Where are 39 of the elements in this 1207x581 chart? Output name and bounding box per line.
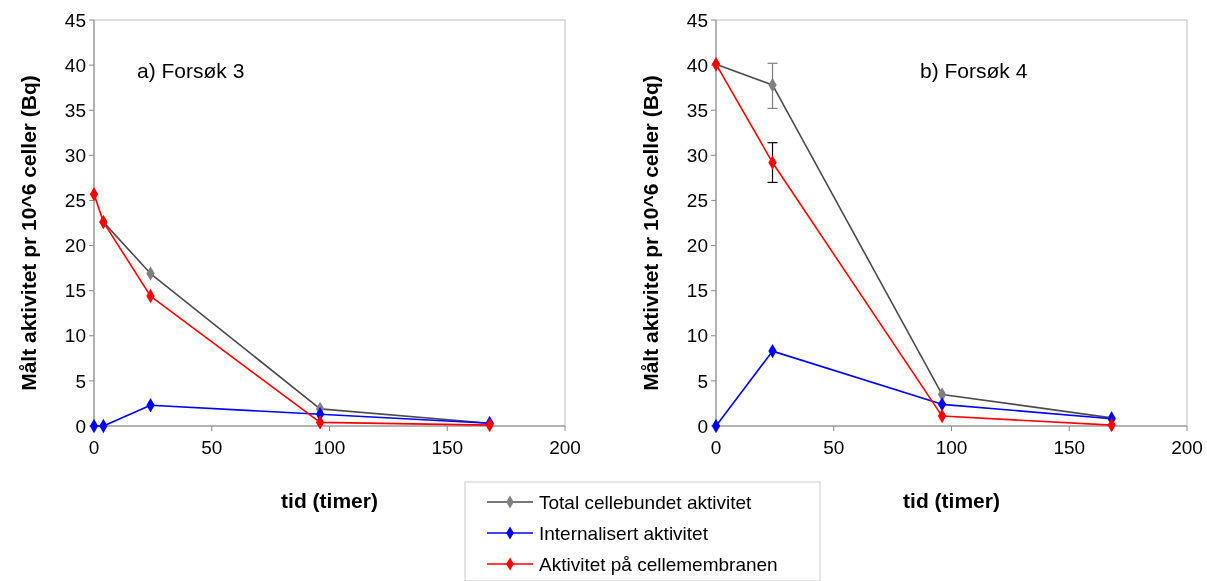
x-tick-label: 150: [431, 437, 464, 458]
y-tick-label: 20: [686, 235, 708, 257]
x-tick-label: 200: [549, 437, 581, 458]
y-tick-label: 25: [686, 190, 708, 212]
legend-label: Aktivitet på cellemembranen: [539, 553, 778, 575]
y-tick-label: 35: [64, 99, 86, 121]
y-tick-label: 10: [64, 325, 86, 347]
legend-label: Total cellebundet aktivitet: [539, 491, 753, 513]
x-tick-label: 0: [88, 437, 100, 458]
x-axis-title: tid (timer): [281, 489, 378, 512]
x-tick-label: 50: [201, 437, 223, 458]
y-tick-label: 25: [64, 190, 86, 212]
y-tick-label: 30: [64, 144, 86, 166]
y-tick-label: 5: [75, 370, 86, 392]
text: b) Forsøk 4: [920, 59, 1028, 82]
y-tick-label: 45: [64, 9, 86, 31]
y-tick-label: 45: [686, 9, 708, 31]
x-axis-title: tid (timer): [903, 489, 1000, 512]
y-tick-label: 40: [686, 54, 708, 76]
y-tick-label: 20: [64, 235, 86, 257]
y-tick-label: 0: [75, 415, 86, 437]
text: a) Forsøk 3: [137, 59, 245, 82]
y-tick-label: 40: [64, 54, 86, 76]
y-axis-title: Målt aktivitet pr 10^6 celler (Bq): [17, 75, 40, 391]
x-tick-label: 50: [823, 437, 845, 458]
x-tick-label: 200: [1171, 437, 1203, 458]
y-axis-title: Målt aktivitet pr 10^6 celler (Bq): [639, 75, 662, 391]
y-tick-label: 5: [697, 370, 708, 392]
y-tick-label: 30: [686, 144, 708, 166]
x-tick-label: 100: [935, 437, 968, 458]
y-tick-label: 15: [64, 280, 86, 302]
y-tick-label: 0: [697, 415, 708, 437]
x-tick-label: 150: [1053, 437, 1086, 458]
y-tick-label: 35: [686, 99, 708, 121]
x-tick-label: 0: [710, 437, 722, 458]
x-tick-label: 100: [313, 437, 346, 458]
y-tick-label: 15: [686, 280, 708, 302]
legend-label: Internalisert aktivitet: [539, 522, 709, 544]
y-tick-label: 10: [686, 325, 708, 347]
